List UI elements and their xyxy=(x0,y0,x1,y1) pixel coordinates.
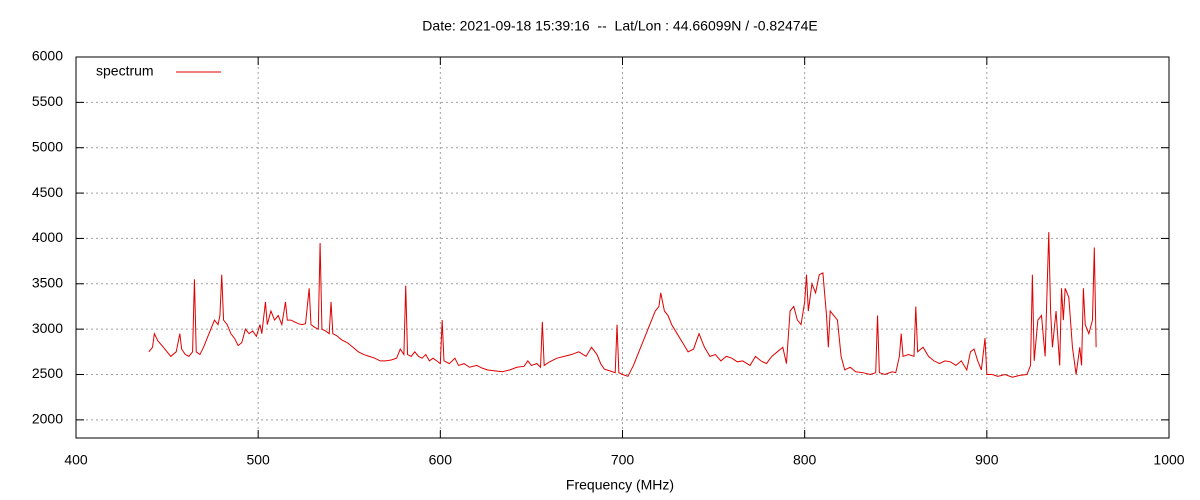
x-tick-label: 600 xyxy=(429,452,453,468)
x-tick-label: 500 xyxy=(246,452,270,468)
y-tick-label: 2000 xyxy=(32,411,63,427)
spectrum-line xyxy=(148,232,1097,378)
x-tick-label: 1000 xyxy=(1153,452,1184,468)
chart-title: Date: 2021-09-18 15:39:16 -- Lat/Lon : 4… xyxy=(422,18,817,34)
y-tick-label: 3000 xyxy=(32,320,63,336)
y-tick-label: 2500 xyxy=(32,365,63,381)
y-tick-label: 5500 xyxy=(32,93,63,109)
legend-label: spectrum xyxy=(96,63,154,79)
y-tick-label: 5000 xyxy=(32,138,63,154)
grid xyxy=(75,56,1170,438)
x-tick-label: 700 xyxy=(611,452,635,468)
x-tick-label: 900 xyxy=(975,452,999,468)
x-axis-label: Frequency (MHz) xyxy=(566,477,674,493)
y-tick-label: 4000 xyxy=(32,229,63,245)
x-tick-label: 400 xyxy=(64,452,88,468)
y-tick-label: 6000 xyxy=(32,48,63,64)
x-tick-label: 800 xyxy=(793,452,817,468)
y-tick-label: 3500 xyxy=(32,274,63,290)
y-tick-label: 4500 xyxy=(32,184,63,200)
plot-area xyxy=(148,232,1097,378)
